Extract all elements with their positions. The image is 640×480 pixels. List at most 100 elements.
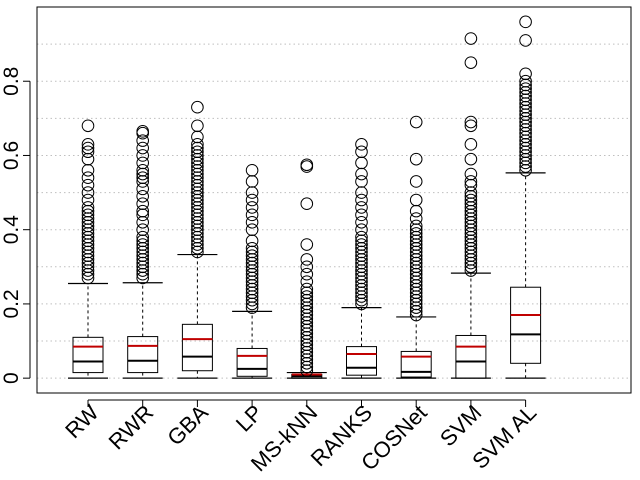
outlier-point [136, 223, 149, 236]
outlier-point [355, 145, 368, 159]
outlier-point [519, 34, 532, 47]
outlier-point [464, 56, 478, 69]
outlier-point [81, 186, 95, 199]
outlier-point [300, 158, 314, 172]
box-iqr [510, 286, 542, 364]
outlier-point [355, 215, 368, 229]
outlier-point [409, 227, 423, 240]
y-tick-label: 0.8 [0, 67, 23, 96]
outlier-point [409, 115, 423, 129]
outlier-point [409, 212, 423, 225]
outlier-point [409, 204, 423, 218]
outlier-point [191, 130, 204, 144]
outlier-point [300, 238, 314, 251]
outlier-point [355, 201, 368, 214]
outlier-point [464, 115, 478, 129]
outlier-point [136, 182, 149, 196]
outlier-point [81, 164, 95, 177]
outlier-point [191, 138, 204, 151]
y-tick-label: 0.4 [0, 215, 23, 245]
outlier-point [245, 175, 259, 188]
outlier-point [245, 215, 259, 229]
outlier-point [81, 171, 95, 185]
outlier-point [81, 119, 95, 133]
outlier-point [191, 119, 204, 133]
outlier-point [464, 175, 478, 188]
outlier-point [355, 156, 368, 170]
outlier-point [136, 156, 149, 170]
outlier-point [191, 100, 204, 114]
outlier-point [300, 267, 314, 281]
outlier-point [136, 215, 149, 229]
x-tick-label: LP [231, 400, 268, 437]
outlier-point [300, 290, 314, 303]
outlier-point [136, 164, 149, 177]
outlier-point [136, 230, 149, 244]
outlier-point [136, 189, 149, 203]
box-svm-al [505, 172, 546, 379]
outlier-point [409, 175, 423, 188]
plot-frame [36, 6, 632, 394]
box-ranks [341, 307, 382, 379]
box-cosnet [396, 316, 437, 379]
outlier-point [355, 193, 368, 207]
box-gba [177, 253, 218, 379]
x-tick-label: RW [60, 400, 103, 443]
grid-lines [37, 6, 631, 379]
outlier-point [300, 282, 314, 296]
outlier-point [409, 219, 423, 233]
outlier-point [245, 223, 259, 236]
axes: 00.20.40.60.8RW RWR GBA LPMS-kNNRANKSCOSNet… [0, 67, 541, 477]
outlier-point [519, 15, 532, 29]
outlier-point [191, 145, 204, 159]
outlier-point [355, 167, 368, 181]
outlier-point [245, 164, 259, 177]
outlier-point [136, 204, 149, 218]
outlier-point [300, 253, 314, 266]
boxes [68, 172, 546, 379]
outlier-point [245, 186, 259, 199]
outlier-point [136, 238, 149, 251]
box-rw [68, 282, 108, 379]
outlier-point [81, 145, 95, 159]
box-iqr [236, 347, 268, 377]
y-tick-label: 0 [0, 372, 23, 384]
outlier-point [409, 152, 423, 166]
outlier-points [81, 15, 532, 378]
box-iqr [127, 336, 159, 374]
outlier-point [355, 223, 368, 236]
outlier-point [300, 275, 314, 288]
outlier-point [136, 141, 149, 155]
box-lp [232, 310, 273, 379]
outlier-point [81, 138, 95, 151]
outlier-point [355, 138, 368, 151]
outlier-point [81, 201, 95, 214]
outlier-point [81, 141, 95, 155]
outlier-point [136, 197, 149, 211]
box-iqr [72, 336, 104, 374]
outlier-point [136, 134, 149, 147]
outlier-point [81, 208, 95, 222]
outlier-point [464, 152, 478, 166]
outlier-point [81, 193, 95, 207]
outlier-point [136, 149, 149, 162]
outlier-point [409, 193, 423, 207]
y-tick-label: 0.2 [0, 289, 23, 318]
outlier-point [245, 208, 259, 222]
outlier-point [300, 197, 314, 211]
box-svm [450, 272, 491, 379]
outlier-point [464, 167, 478, 181]
y-tick-label: 0.6 [0, 141, 23, 170]
outlier-point [355, 208, 368, 222]
outlier-point [245, 193, 259, 207]
outlier-point [136, 171, 149, 185]
outlier-point [464, 119, 478, 133]
box-iqr [455, 334, 487, 379]
outlier-point [300, 260, 314, 274]
outlier-point [464, 32, 478, 45]
box-iqr [181, 323, 213, 372]
box-rwr [122, 282, 163, 379]
outlier-point [464, 138, 478, 151]
outlier-point [519, 67, 532, 81]
